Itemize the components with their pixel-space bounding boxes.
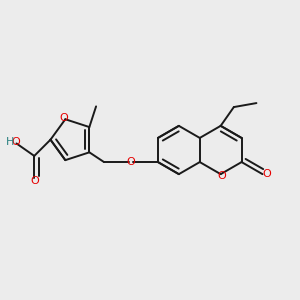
Text: O: O — [30, 176, 39, 186]
Text: H: H — [6, 137, 14, 147]
Text: O: O — [218, 171, 226, 181]
Text: O: O — [262, 169, 271, 178]
Text: O: O — [11, 137, 20, 147]
Text: O: O — [59, 113, 68, 123]
Text: O: O — [127, 157, 136, 167]
